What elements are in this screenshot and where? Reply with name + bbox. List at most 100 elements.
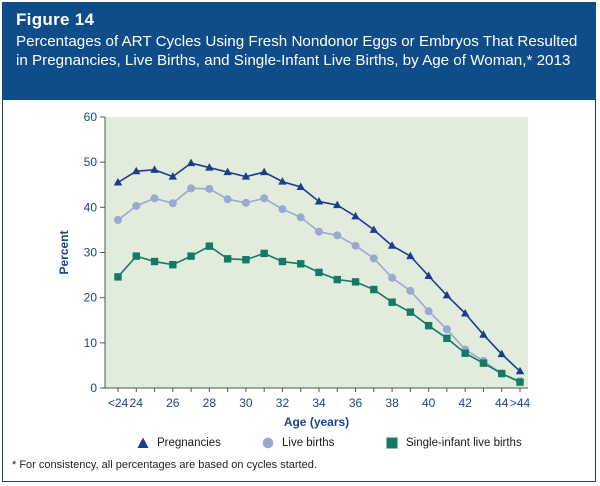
legend-item-pregnancies: Pregnancies [137, 437, 221, 449]
point-pregnancies [406, 251, 415, 260]
point-single-infant [479, 359, 488, 367]
point-live-births [205, 184, 214, 193]
x-tick-label: 26 [166, 396, 180, 410]
point-live-births [424, 307, 433, 316]
point-single-infant [297, 260, 305, 268]
legend-item-live-births: Live births [262, 437, 334, 449]
legend-item-single-infant: Single-infant live births [386, 437, 522, 449]
point-pregnancies [387, 241, 397, 249]
x-tick-label: 42 [459, 396, 473, 410]
x-tick-label: 24 [130, 396, 144, 410]
y-tick-label: 0 [90, 381, 97, 395]
point-pregnancies [460, 308, 470, 317]
point-single-infant [516, 378, 524, 386]
x-tick-label: 44 [495, 396, 509, 410]
point-live-births [333, 231, 342, 240]
point-single-infant [278, 257, 287, 266]
point-live-births [278, 205, 287, 214]
point-live-births [241, 198, 250, 207]
square-icon [386, 437, 398, 449]
y-tick-label: 10 [84, 336, 98, 350]
legend-label-single-infant: Single-infant live births [406, 437, 522, 449]
x-tick-label: 28 [203, 396, 217, 410]
point-pregnancies [150, 165, 159, 173]
point-live-births [369, 254, 378, 263]
point-single-infant [132, 252, 140, 260]
point-single-infant [260, 249, 268, 258]
chart-title: Percentages of ART Cycles Using Fresh No… [16, 33, 578, 69]
footnote: * For consistency, all percentages are b… [12, 459, 317, 471]
point-pregnancies [278, 177, 287, 185]
x-tick-label: >44 [510, 396, 531, 410]
point-pregnancies [205, 163, 214, 171]
point-pregnancies [241, 172, 251, 180]
point-single-infant [242, 256, 250, 264]
point-live-births [296, 213, 305, 222]
point-single-infant [333, 275, 341, 284]
point-pregnancies [186, 158, 196, 167]
legend-label-live-births: Live births [282, 437, 335, 449]
y-tick-label: 50 [84, 155, 98, 169]
point-live-births [260, 194, 269, 203]
y-tick-label: 30 [84, 246, 98, 260]
figure-header: Figure 14 Percentages of ART Cycles Usin… [2, 2, 596, 100]
point-live-births [351, 241, 360, 250]
legend-label-pregnancies: Pregnancies [157, 437, 221, 449]
point-single-infant [150, 257, 159, 266]
x-axis-title: Age (years) [284, 415, 349, 429]
point-pregnancies [168, 172, 178, 180]
legend: Pregnancies Live births Single-infant li… [0, 437, 600, 455]
point-pregnancies [479, 330, 488, 338]
figure-label: Figure 14 [16, 10, 95, 29]
point-live-births [150, 194, 159, 203]
point-single-infant [388, 298, 396, 306]
point-pregnancies [132, 166, 141, 175]
point-single-infant [315, 268, 323, 277]
point-single-infant [205, 242, 214, 250]
point-pregnancies [259, 167, 269, 176]
point-single-infant [223, 255, 232, 263]
triangle-icon [137, 437, 149, 448]
point-single-infant [169, 260, 177, 269]
x-tick-label: <24 [108, 396, 129, 410]
x-tick-label: 36 [349, 396, 363, 410]
y-tick-label: 40 [84, 200, 98, 214]
point-live-births [315, 227, 323, 236]
point-live-births [168, 199, 177, 208]
point-single-infant [187, 252, 195, 260]
point-live-births [223, 195, 232, 204]
point-pregnancies [515, 366, 525, 375]
circle-icon [262, 437, 274, 449]
point-pregnancies [351, 211, 360, 220]
x-tick-label: 38 [385, 396, 399, 410]
x-tick-label: 32 [276, 396, 290, 410]
plot-area [105, 117, 528, 388]
point-pregnancies [442, 290, 452, 299]
point-single-infant [424, 321, 433, 330]
point-live-births [187, 184, 196, 193]
point-pregnancies [113, 177, 123, 186]
y-axis-title: Percent [57, 230, 71, 274]
point-pregnancies [223, 167, 232, 176]
point-single-infant [461, 349, 469, 357]
point-pregnancies [369, 225, 379, 233]
point-live-births [442, 325, 451, 334]
point-live-births [132, 201, 141, 210]
point-single-infant [498, 369, 506, 378]
point-live-births [388, 273, 397, 282]
point-single-infant [351, 278, 360, 286]
point-single-infant [443, 334, 451, 343]
point-pregnancies [296, 182, 305, 191]
point-pregnancies [497, 349, 506, 358]
y-tick-label: 60 [84, 110, 98, 124]
x-tick-label: 34 [312, 396, 326, 410]
point-single-infant [370, 285, 378, 294]
point-pregnancies [333, 200, 342, 209]
point-live-births [406, 286, 415, 295]
point-single-infant [406, 308, 415, 316]
x-tick-label: 30 [239, 396, 253, 410]
point-pregnancies [314, 196, 324, 205]
x-tick-label: 40 [422, 396, 436, 410]
point-live-births [114, 215, 122, 224]
